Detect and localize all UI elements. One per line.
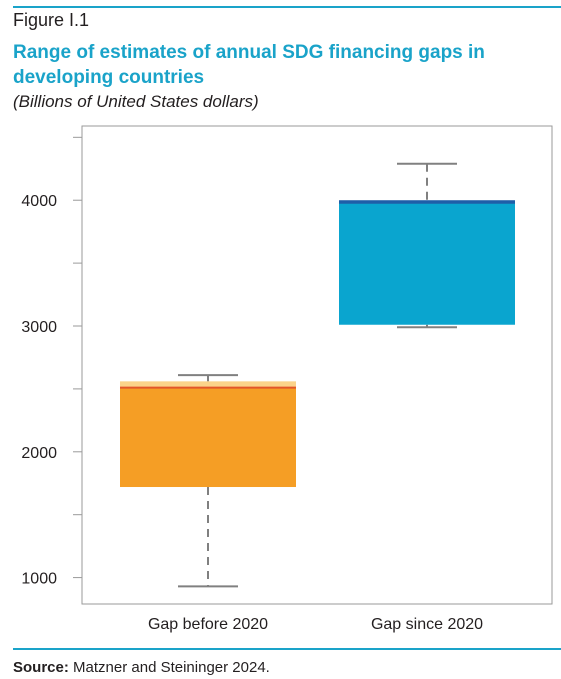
plot-frame xyxy=(81,125,553,605)
source-note: Source: Matzner and Steininger 2024. xyxy=(13,659,270,676)
top-rule xyxy=(13,6,561,8)
source-text: Matzner and Steininger 2024. xyxy=(73,659,270,676)
box-upper xyxy=(120,381,296,388)
y-tick-label: 3000 xyxy=(21,319,57,336)
figure-label: Figure I.1 xyxy=(13,10,90,30)
box-upper xyxy=(339,200,515,203)
y-tick-label: 1000 xyxy=(21,571,57,588)
x-category-label: Gap since 2020 xyxy=(371,616,483,633)
box-lower xyxy=(120,387,296,488)
figure-title: Range of estimates of annual SDG financi… xyxy=(13,42,485,88)
y-tick-label: 4000 xyxy=(21,193,57,210)
box-lower xyxy=(339,202,515,325)
figure-subtitle: (Billions of United States dollars) xyxy=(13,92,259,111)
bottom-rule xyxy=(13,648,561,650)
y-tick-label: 2000 xyxy=(21,445,57,462)
x-category-label: Gap before 2020 xyxy=(148,616,268,633)
source-label: Source: xyxy=(13,659,69,676)
